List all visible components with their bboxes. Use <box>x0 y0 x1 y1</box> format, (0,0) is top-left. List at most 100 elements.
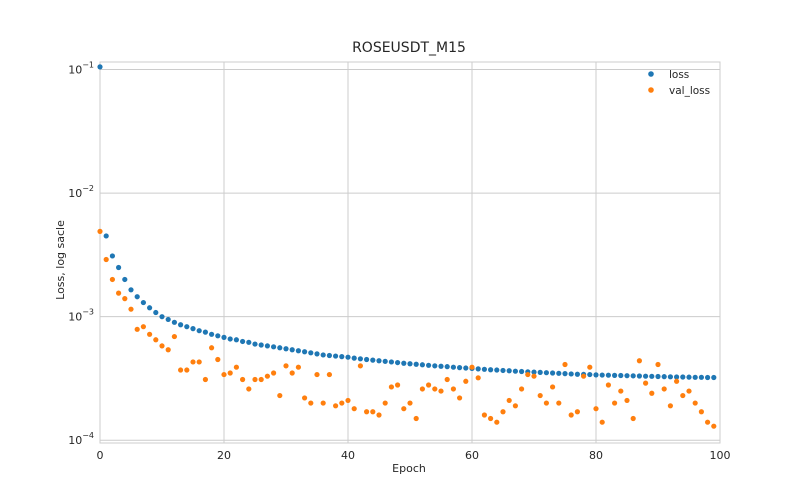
loss-point <box>277 345 283 351</box>
val_loss-point <box>116 290 122 296</box>
loss-point <box>153 309 159 316</box>
val_loss-point <box>103 256 109 263</box>
val_loss-point <box>661 386 667 392</box>
loss-point <box>543 370 550 376</box>
loss-point <box>221 334 227 340</box>
loss-point <box>698 374 705 380</box>
val_loss-point <box>295 364 301 370</box>
y-tick-label: 10−3 <box>68 308 94 324</box>
loss-point <box>444 364 450 370</box>
loss-point <box>209 331 215 337</box>
loss-point <box>258 342 264 348</box>
loss-point <box>636 373 643 379</box>
val_loss-point <box>202 376 208 383</box>
legend-marker-loss <box>648 71 654 77</box>
val_loss-point <box>178 367 184 373</box>
chart-title: ROSEUSDT_M15 <box>352 40 466 56</box>
val_loss-point <box>264 373 270 379</box>
val_loss-point <box>345 397 351 404</box>
loss-point <box>463 365 469 371</box>
series-loss <box>97 64 717 381</box>
val_loss-point <box>488 415 494 422</box>
loss-point <box>233 337 239 343</box>
val_loss-point <box>308 400 314 406</box>
val_loss-point <box>618 388 624 394</box>
val_loss-point <box>506 397 512 404</box>
loss-point <box>649 373 655 379</box>
val_loss-point <box>419 386 425 392</box>
loss-point <box>531 369 537 375</box>
val_loss-point <box>357 363 363 369</box>
loss-point <box>630 373 636 379</box>
loss-point <box>215 333 221 339</box>
loss-point <box>178 322 184 328</box>
val_loss-point <box>302 395 308 401</box>
val_loss-point <box>165 347 171 353</box>
val_loss-point <box>636 358 643 364</box>
val_loss-point <box>159 343 165 349</box>
val_loss-point <box>630 415 636 422</box>
loss-point <box>128 287 134 293</box>
val_loss-point <box>351 406 357 412</box>
loss-point <box>370 357 376 363</box>
loss-point <box>103 233 109 239</box>
val_loss-point <box>556 400 562 406</box>
val_loss-point <box>339 400 345 406</box>
val_loss-point <box>326 371 332 378</box>
loss-point <box>674 374 680 380</box>
val_loss-point <box>246 386 252 392</box>
legend-marker-val_loss <box>648 87 654 93</box>
y-axis-label: Loss, log sacle <box>54 220 67 300</box>
x-tick-label: 80 <box>589 449 603 462</box>
loss-point <box>457 365 463 371</box>
loss-point <box>109 253 115 259</box>
loss-point <box>97 64 103 70</box>
val_loss-point <box>413 415 419 422</box>
val_loss-point <box>426 382 432 388</box>
loss-point <box>568 371 574 377</box>
loss-point <box>320 352 326 358</box>
val_loss-point <box>109 276 115 283</box>
loss-point <box>134 294 140 300</box>
loss-point <box>264 343 270 349</box>
loss-point <box>283 346 289 352</box>
val_loss-point <box>320 400 326 406</box>
val_loss-point <box>655 361 661 368</box>
loss-point <box>475 366 481 372</box>
loss-point <box>593 372 599 378</box>
loss-point <box>574 371 581 377</box>
legend: loss val_loss <box>648 69 710 97</box>
loss-point <box>624 373 630 379</box>
loss-point <box>376 358 382 364</box>
loss-point <box>426 362 432 368</box>
x-tick-label: 100 <box>710 449 731 462</box>
val_loss-point <box>153 337 159 343</box>
loss-point <box>562 371 568 377</box>
loss-point <box>667 374 674 380</box>
val_loss-point <box>674 378 680 384</box>
loss-point <box>382 358 388 364</box>
val_loss-point <box>500 409 506 415</box>
val_loss-point <box>432 386 438 392</box>
val_loss-point <box>140 324 146 330</box>
val_loss-point <box>147 331 153 337</box>
loss-point <box>339 354 345 360</box>
series-val_loss <box>97 228 717 429</box>
val_loss-point <box>277 392 283 399</box>
y-tick-label: 10−4 <box>68 431 94 447</box>
val_loss-point <box>686 388 692 394</box>
val_loss-point <box>612 400 618 406</box>
legend-label-loss: loss <box>669 69 689 81</box>
val_loss-point <box>698 409 705 415</box>
loss-point <box>171 319 177 325</box>
loss-point <box>314 351 320 357</box>
loss-point <box>271 344 277 350</box>
y-tick-label: 10−2 <box>68 184 94 200</box>
loss-point <box>605 372 612 378</box>
val_loss-point <box>171 333 177 340</box>
loss-point <box>295 348 301 354</box>
loss-point <box>407 361 413 367</box>
loss-point <box>357 356 363 362</box>
axes-frame <box>99 61 721 444</box>
val_loss-point <box>227 370 233 376</box>
